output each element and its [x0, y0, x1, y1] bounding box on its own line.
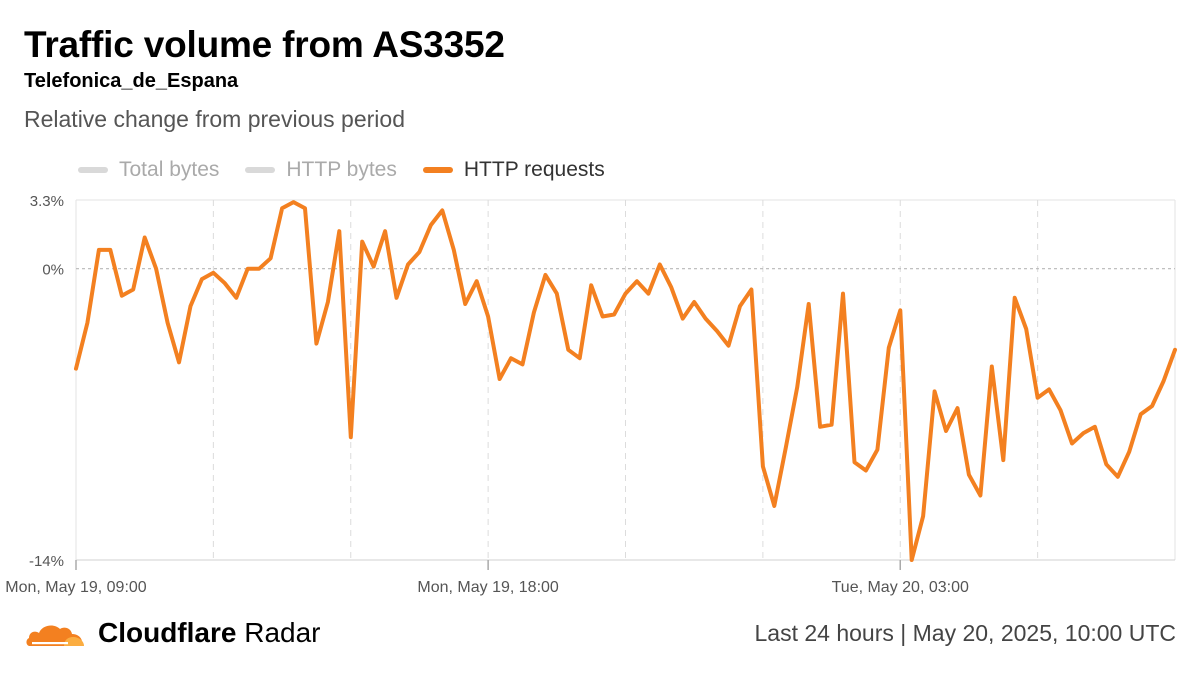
y-tick-label: -14% [29, 553, 64, 570]
x-tick-label: Tue, May 20, 03:00 [832, 579, 969, 596]
x-tick-label: Mon, May 19, 18:00 [417, 579, 559, 596]
legend-label: Total bytes [119, 158, 220, 181]
series-layer [74, 200, 1177, 562]
legend-item-http-bytes[interactable]: HTTP bytes [245, 158, 397, 182]
legend-swatch [422, 167, 453, 173]
chart-subtitle: Telefonica_de_Espana [24, 70, 239, 92]
line-chart: 3.3%0%-14% Mon, May 19, 09:00 Mon, May 19… [5, 193, 1177, 596]
legend-label: HTTP requests [463, 158, 605, 181]
legend-item-http-requests[interactable]: HTTP requests [422, 158, 605, 182]
cloudflare-cloud-icon [26, 625, 84, 646]
y-axis: 3.3% 0% -14% [29, 193, 64, 570]
cloudflare-radar-logo: Cloudflare Radar [24, 616, 321, 650]
footer-separator: | [900, 620, 907, 646]
legend-label: HTTP bytes [286, 158, 397, 181]
legend-swatch [78, 167, 108, 173]
x-tick-label: Mon, May 19, 09:00 [5, 579, 147, 596]
chart-title: Traffic volume from AS3352 [24, 24, 505, 65]
brand-name-bold: Cloudflare [98, 617, 237, 648]
footer-timestamp: Last 24 hours | May 20, 2025, 10:00 UTC [754, 620, 1176, 647]
report-date: May 20, 2025, 10:00 UTC [912, 620, 1176, 646]
chart-grid [75, 199, 1176, 561]
x-axis: Mon, May 19, 09:00 Mon, May 19, 18:00 Tue,… [5, 560, 969, 596]
legend-swatch [245, 167, 276, 173]
time-range: Last 24 hours [754, 620, 894, 646]
brand-name: Cloudflare Radar [98, 617, 321, 649]
chart-description: Relative change from previous period [24, 106, 405, 132]
series-line-http-requests [74, 200, 1177, 562]
y-tick-label: 0% [42, 262, 64, 279]
legend-item-total-bytes[interactable]: Total bytes [78, 158, 219, 182]
legend: Total bytes HTTP bytes HTTP requests [78, 158, 631, 182]
brand-name-light: Radar [236, 617, 321, 648]
y-tick-label: 3.3% [30, 193, 64, 210]
